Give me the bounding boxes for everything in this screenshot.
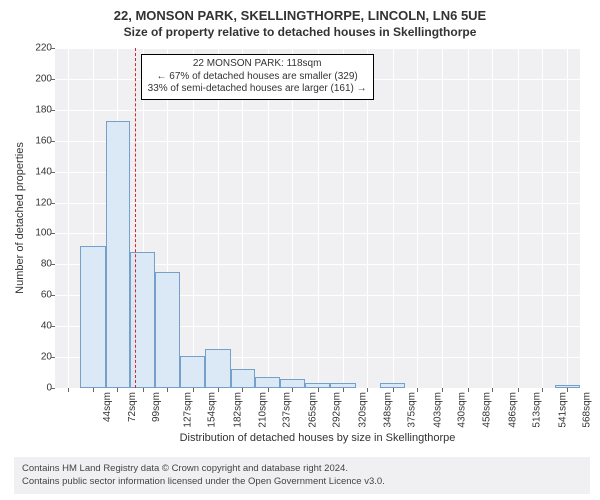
- y-tick-mark: [51, 110, 55, 111]
- x-tick-label: 348sqm: [382, 392, 393, 428]
- x-tick-label: 375sqm: [407, 392, 418, 428]
- y-tick-mark: [51, 79, 55, 80]
- histogram-bar: [205, 349, 230, 388]
- y-tick-mark: [51, 326, 55, 327]
- annotation-box: 22 MONSON PARK: 118sqm← 67% of detached …: [141, 54, 374, 100]
- plot-area: 22 MONSON PARK: 118sqm← 67% of detached …: [55, 48, 580, 388]
- y-tick-label: 0: [12, 383, 52, 394]
- histogram-chart: 22, MONSON PARK, SKELLINGTHORPE, LINCOLN…: [0, 0, 600, 500]
- y-tick-label: 140: [12, 166, 52, 177]
- x-tick-label: 541sqm: [557, 392, 568, 428]
- x-tick-mark: [292, 388, 293, 392]
- reference-line: [135, 48, 136, 388]
- x-tick-label: 292sqm: [332, 392, 343, 428]
- x-tick-mark: [492, 388, 493, 392]
- x-tick-mark: [367, 388, 368, 392]
- x-tick-label: 430sqm: [457, 392, 468, 428]
- y-tick-label: 180: [12, 104, 52, 115]
- y-tick-label: 160: [12, 135, 52, 146]
- gridline-vertical: [417, 48, 418, 388]
- gridline-vertical: [393, 48, 394, 388]
- y-tick-label: 120: [12, 197, 52, 208]
- x-tick-label: 458sqm: [482, 392, 493, 428]
- x-tick-label: 154sqm: [207, 392, 218, 428]
- x-tick-label: 403sqm: [432, 392, 443, 428]
- gridline-vertical: [468, 48, 469, 388]
- y-tick-mark: [51, 388, 55, 389]
- y-tick-label: 200: [12, 73, 52, 84]
- x-tick-label: 320sqm: [357, 392, 368, 428]
- x-tick-label: 513sqm: [532, 392, 543, 428]
- y-tick-mark: [51, 233, 55, 234]
- gridline-vertical: [567, 48, 568, 388]
- y-tick-mark: [51, 172, 55, 173]
- histogram-bar: [106, 121, 130, 388]
- y-tick-label: 80: [12, 259, 52, 270]
- x-tick-mark: [318, 388, 319, 392]
- x-tick-label: 568sqm: [582, 392, 593, 428]
- x-tick-mark: [468, 388, 469, 392]
- x-tick-mark: [343, 388, 344, 392]
- x-tick-label: 72sqm: [127, 392, 138, 422]
- copyright-line1: Contains HM Land Registry data © Crown c…: [22, 463, 582, 475]
- x-tick-mark: [68, 388, 69, 392]
- y-tick-label: 100: [12, 228, 52, 239]
- x-tick-mark: [193, 388, 194, 392]
- x-tick-mark: [143, 388, 144, 392]
- gridline-vertical: [542, 48, 543, 388]
- x-tick-label: 127sqm: [182, 392, 193, 428]
- histogram-bar: [255, 377, 280, 388]
- y-tick-label: 20: [12, 352, 52, 363]
- y-tick-mark: [51, 295, 55, 296]
- y-tick-mark: [51, 203, 55, 204]
- x-tick-mark: [518, 388, 519, 392]
- x-tick-mark: [442, 388, 443, 392]
- x-tick-label: 99sqm: [151, 392, 162, 422]
- y-axis-label: Number of detached properties: [14, 48, 26, 388]
- x-tick-mark: [542, 388, 543, 392]
- x-tick-label: 265sqm: [307, 392, 318, 428]
- copyright-notice: Contains HM Land Registry data © Crown c…: [14, 457, 590, 494]
- copyright-line2: Contains public sector information licen…: [22, 476, 582, 488]
- x-tick-mark: [93, 388, 94, 392]
- histogram-bar: [80, 246, 105, 388]
- x-axis-label: Distribution of detached houses by size …: [55, 432, 580, 444]
- x-tick-label: 44sqm: [102, 392, 113, 422]
- gridline-vertical: [492, 48, 493, 388]
- x-tick-mark: [393, 388, 394, 392]
- x-tick-mark: [567, 388, 568, 392]
- x-tick-mark: [417, 388, 418, 392]
- x-tick-mark: [218, 388, 219, 392]
- gridline-vertical: [442, 48, 443, 388]
- y-tick-label: 40: [12, 321, 52, 332]
- y-tick-label: 220: [12, 43, 52, 54]
- x-tick-mark: [268, 388, 269, 392]
- gridline-vertical: [68, 48, 69, 388]
- x-tick-label: 182sqm: [232, 392, 243, 428]
- x-tick-label: 486sqm: [507, 392, 518, 428]
- annotation-line: ← 67% of detached houses are smaller (32…: [148, 71, 367, 84]
- x-tick-label: 237sqm: [282, 392, 293, 428]
- y-tick-mark: [51, 264, 55, 265]
- histogram-bar: [280, 379, 304, 388]
- y-tick-label: 60: [12, 290, 52, 301]
- x-tick-label: 210sqm: [258, 392, 269, 428]
- chart-title-subtitle: Size of property relative to detached ho…: [0, 23, 600, 43]
- annotation-line: 22 MONSON PARK: 118sqm: [148, 58, 367, 71]
- x-tick-mark: [167, 388, 168, 392]
- y-tick-mark: [51, 357, 55, 358]
- gridline-vertical: [518, 48, 519, 388]
- x-tick-mark: [117, 388, 118, 392]
- annotation-line: 33% of semi-detached houses are larger (…: [148, 83, 367, 96]
- y-tick-mark: [51, 141, 55, 142]
- histogram-bar: [180, 356, 205, 388]
- y-tick-mark: [51, 48, 55, 49]
- x-tick-mark: [242, 388, 243, 392]
- chart-title-address: 22, MONSON PARK, SKELLINGTHORPE, LINCOLN…: [0, 0, 600, 23]
- histogram-bar: [231, 369, 255, 388]
- histogram-bar: [155, 272, 179, 388]
